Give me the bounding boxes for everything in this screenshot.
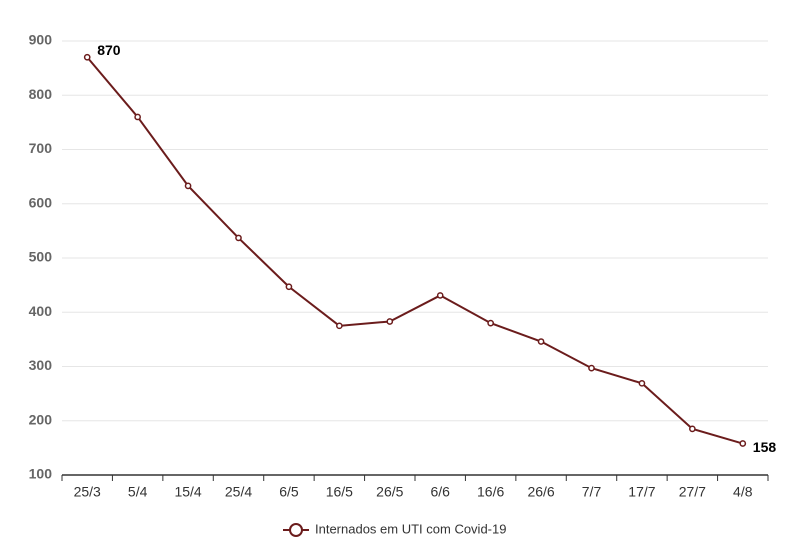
point: [739, 440, 747, 447]
x-tick-label: 15/4: [174, 484, 201, 500]
line: [86, 56, 744, 445]
point: [235, 234, 242, 242]
x-tick-label: 4/8: [733, 484, 753, 500]
x-tick-label: 6/6: [430, 484, 450, 500]
y-tick-label: 100: [29, 466, 53, 482]
y-tick-label: 800: [29, 86, 53, 102]
point: [689, 425, 696, 433]
x-tick-label: 5/4: [128, 484, 148, 500]
x-tick-label: 26/5: [376, 484, 403, 500]
x-tick-label: 25/3: [74, 484, 101, 500]
point: [638, 379, 646, 387]
y-tick-label: 900: [29, 32, 53, 48]
data-label: 158: [753, 439, 777, 455]
x-tick-label: 27/7: [679, 484, 706, 500]
point: [134, 113, 141, 121]
x-tick-label: 7/7: [582, 484, 602, 500]
point: [285, 283, 293, 291]
y-tick-label: 400: [29, 303, 53, 319]
y-tick-label: 700: [29, 140, 53, 156]
y-tick-label: 600: [29, 194, 53, 210]
point: [386, 318, 394, 325]
x-tick-label: 16/5: [326, 484, 353, 500]
x-tick-label: 16/6: [477, 484, 504, 500]
y-tick-label: 500: [29, 249, 53, 265]
point: [184, 182, 192, 190]
point: [336, 322, 343, 330]
legend-marker: [289, 523, 303, 537]
data-label: 870: [97, 42, 121, 58]
x-tick-label: 17/7: [628, 484, 655, 500]
x-tick-label: 26/6: [527, 484, 554, 500]
legend-label: Internados em UTI com Covid-19: [315, 521, 506, 536]
point: [83, 53, 91, 61]
point: [436, 292, 444, 299]
point: [588, 364, 595, 372]
x-tick-label: 25/4: [225, 484, 252, 500]
point: [487, 319, 494, 327]
point: [537, 338, 545, 345]
y-tick-label: 200: [29, 411, 53, 427]
y-tick-label: 300: [29, 357, 53, 373]
x-tick-label: 6/5: [279, 484, 299, 500]
